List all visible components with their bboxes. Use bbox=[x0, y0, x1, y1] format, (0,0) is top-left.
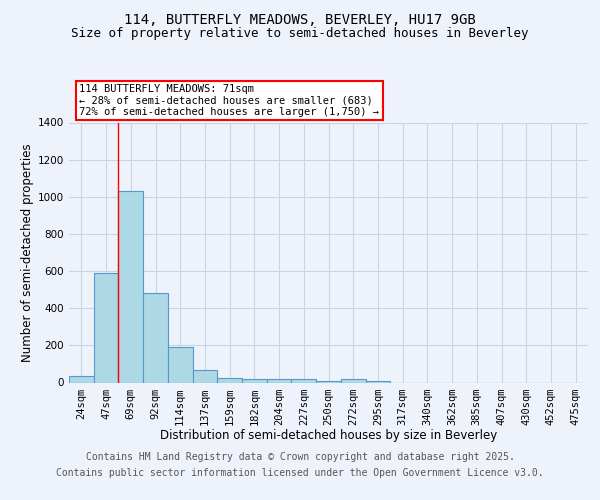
Bar bbox=[143, 294, 168, 382]
Bar bbox=[193, 370, 217, 382]
Bar bbox=[118, 191, 143, 382]
Bar bbox=[69, 376, 94, 382]
Text: Contains HM Land Registry data © Crown copyright and database right 2025.: Contains HM Land Registry data © Crown c… bbox=[86, 452, 514, 462]
Text: Size of property relative to semi-detached houses in Beverley: Size of property relative to semi-detach… bbox=[71, 28, 529, 40]
Bar bbox=[242, 379, 267, 382]
Y-axis label: Number of semi-detached properties: Number of semi-detached properties bbox=[21, 143, 34, 362]
Bar bbox=[316, 380, 341, 382]
Bar bbox=[94, 273, 118, 382]
Text: Contains public sector information licensed under the Open Government Licence v3: Contains public sector information licen… bbox=[56, 468, 544, 477]
Bar bbox=[292, 379, 316, 382]
X-axis label: Distribution of semi-detached houses by size in Beverley: Distribution of semi-detached houses by … bbox=[160, 429, 497, 442]
Text: 114, BUTTERFLY MEADOWS, BEVERLEY, HU17 9GB: 114, BUTTERFLY MEADOWS, BEVERLEY, HU17 9… bbox=[124, 12, 476, 26]
Bar bbox=[341, 379, 365, 382]
Bar bbox=[365, 380, 390, 382]
Bar bbox=[217, 378, 242, 382]
Bar bbox=[168, 347, 193, 382]
Bar bbox=[267, 379, 292, 382]
Text: 114 BUTTERFLY MEADOWS: 71sqm
← 28% of semi-detached houses are smaller (683)
72%: 114 BUTTERFLY MEADOWS: 71sqm ← 28% of se… bbox=[79, 84, 379, 117]
